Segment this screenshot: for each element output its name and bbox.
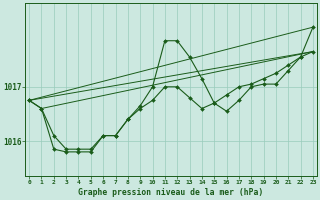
X-axis label: Graphe pression niveau de la mer (hPa): Graphe pression niveau de la mer (hPa) <box>78 188 264 197</box>
